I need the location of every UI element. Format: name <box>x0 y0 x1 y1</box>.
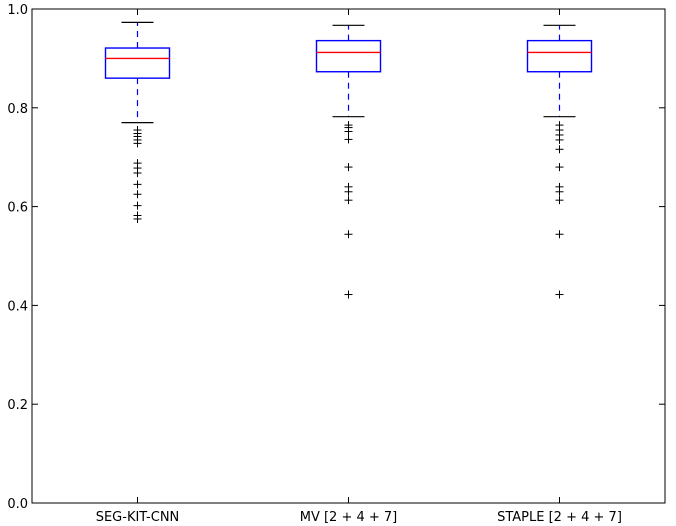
iqr-box <box>104 47 171 79</box>
flier-point <box>555 163 564 172</box>
axis-labels: 0.0 0.2 0.4 0.6 0.8 1.0 SEG-KIT-CNN MV [2 + 4 +… <box>7 3 622 525</box>
flier-point <box>555 196 564 205</box>
flier-point <box>133 139 142 148</box>
iqr-box <box>526 39 593 73</box>
flier-point <box>133 180 142 189</box>
y-tick-label: 0.2 <box>7 398 28 413</box>
x-category-label: STAPLE [2 + 4 + 7] <box>497 510 622 525</box>
flier-point <box>133 169 142 178</box>
flier-point <box>133 190 142 199</box>
y-tick-label: 0.6 <box>7 201 28 216</box>
flier-point <box>555 230 564 239</box>
y-tick-label: 0.4 <box>7 299 28 314</box>
axis-ticks <box>32 8 665 504</box>
box-group <box>104 21 171 223</box>
iqr-box <box>315 39 382 73</box>
flier-point <box>133 201 142 210</box>
x-category-label: MV [2 + 4 + 7] <box>300 510 398 525</box>
boxes-layer <box>104 21 593 299</box>
flier-point <box>555 290 564 299</box>
flier-point <box>344 163 353 172</box>
y-tick-label: 0.8 <box>7 102 28 117</box>
flier-point <box>555 187 564 196</box>
flier-point <box>555 135 564 144</box>
x-category-label: SEG-KIT-CNN <box>96 510 180 525</box>
box-group <box>526 24 593 299</box>
y-tick-label: 0.0 <box>7 497 28 512</box>
flier-point <box>344 230 353 239</box>
flier-point <box>344 127 353 136</box>
box-group <box>315 24 382 299</box>
flier-point <box>344 196 353 205</box>
flier-point <box>133 214 142 223</box>
flier-point <box>555 145 564 154</box>
flier-point <box>344 290 353 299</box>
flier-point <box>344 187 353 196</box>
y-tick-label: 1.0 <box>7 3 28 18</box>
flier-point <box>344 135 353 144</box>
